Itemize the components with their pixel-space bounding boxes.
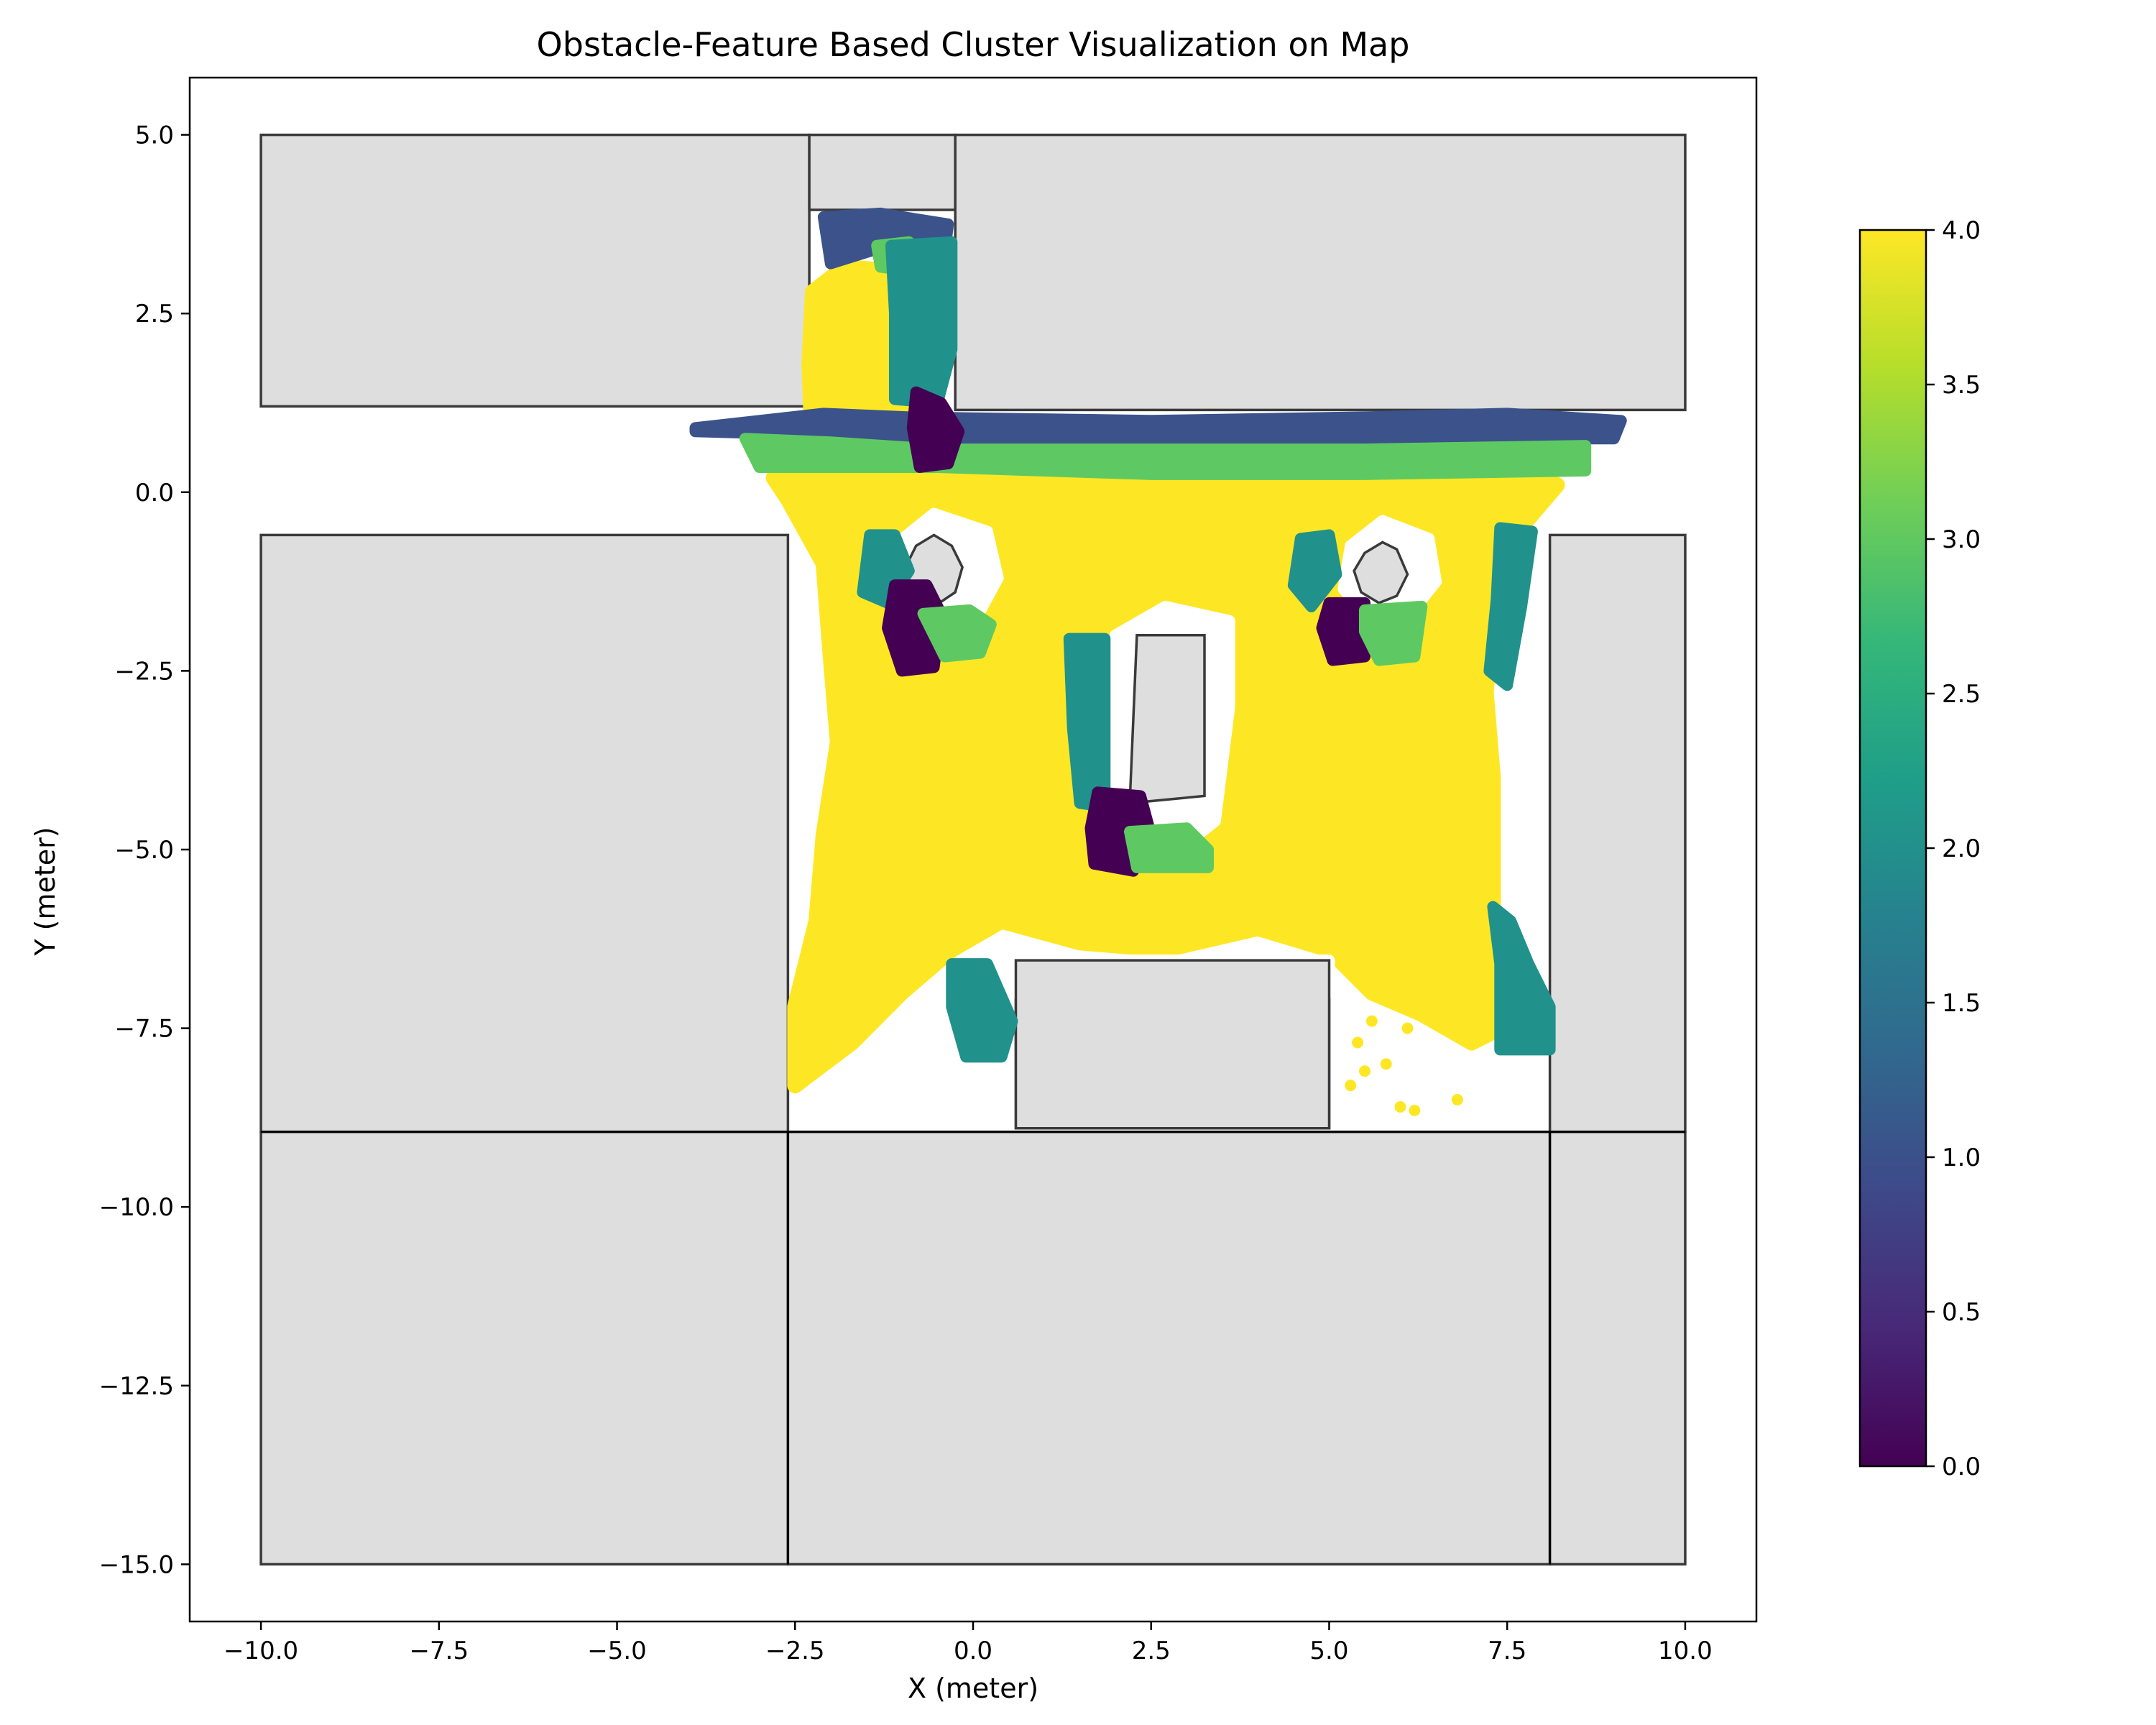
- x-tick-label: 7.5: [1488, 1637, 1526, 1665]
- cluster-patch: [946, 958, 1018, 1063]
- colorbar-tick-label: 0.0: [1942, 1453, 1981, 1481]
- y-tick-label: −15.0: [99, 1550, 174, 1579]
- obstacle-polygon: [259, 133, 811, 408]
- obstacle-polygon: [954, 133, 1687, 412]
- obstacle-polygon: [259, 1131, 790, 1566]
- x-tick-label: −5.0: [587, 1637, 647, 1665]
- obstacle-polygon: [259, 533, 790, 1133]
- x-axis-label: X (meter): [908, 1673, 1038, 1704]
- cluster-patch: [1063, 632, 1111, 813]
- y-tick-label: −5.0: [114, 836, 174, 865]
- y-axis-label: Y (meter): [29, 827, 61, 956]
- obstacle-polygon: [1353, 540, 1409, 604]
- cluster-point: [1409, 1104, 1421, 1116]
- cluster-patch: [1483, 522, 1538, 691]
- cluster-patch: [1124, 822, 1214, 873]
- cluster-patch: [917, 604, 997, 663]
- obstacle-polygon: [1548, 1131, 1687, 1566]
- obstacle-polygon: [1128, 633, 1206, 805]
- y-tick-label: 2.5: [135, 300, 174, 328]
- cluster-patch: [1287, 529, 1342, 612]
- x-tick-label: 5.0: [1309, 1637, 1348, 1665]
- colorbar-tick-label: 2.5: [1942, 680, 1981, 709]
- cluster-point: [1380, 1058, 1392, 1070]
- y-tick-label: 5.0: [135, 121, 174, 150]
- obstacle-polygon: [786, 1131, 1552, 1566]
- cluster-patch: [1359, 600, 1428, 666]
- colorbar: 4.0 3.5 3.0 2.5 2.0 1.5 1.0 0.5 0.0: [1858, 216, 1981, 1481]
- y-tick-label: −7.5: [114, 1015, 174, 1044]
- colorbar-tick-label: 1.5: [1942, 989, 1981, 1018]
- y-tick-label: −12.5: [99, 1372, 174, 1401]
- x-tick-label: 0.0: [954, 1637, 992, 1665]
- colorbar-gradient: [1860, 230, 1926, 1466]
- colorbar-tick-label: 0.5: [1942, 1298, 1981, 1327]
- cluster-point: [1401, 1022, 1414, 1034]
- chart-title: Obstacle-Feature Based Cluster Visualiza…: [537, 25, 1410, 64]
- plot-area: −10.0 −7.5 −5.0 −2.5 0.0 2.5 5.0 7.5 10.0 5.0 2.5 0…: [99, 76, 1758, 1665]
- colorbar-tick-label: 2.0: [1942, 834, 1981, 863]
- x-tick-label: −2.5: [765, 1637, 825, 1665]
- cluster-point: [1345, 1080, 1357, 1092]
- x-tick-label: −7.5: [410, 1637, 469, 1665]
- cluster-patch: [1487, 901, 1556, 1056]
- colorbar-tick-label: 3.0: [1942, 525, 1981, 554]
- cluster-point: [1394, 1101, 1406, 1113]
- obstacle-polygon: [1548, 533, 1687, 1133]
- cluster-point: [1359, 1065, 1370, 1077]
- cluster-patch: [1316, 597, 1370, 666]
- x-tick-label: −10.0: [224, 1637, 298, 1665]
- x-tick-label: 2.5: [1132, 1637, 1171, 1665]
- colorbar-tick-label: 3.5: [1942, 371, 1981, 400]
- cluster-point: [1365, 1015, 1378, 1027]
- y-tick-label: −10.0: [99, 1193, 174, 1222]
- cluster-patch: [882, 579, 947, 677]
- colorbar-tick-label: 1.0: [1942, 1144, 1981, 1172]
- cluster-patch: [885, 236, 958, 409]
- obstacle-polygon: [1014, 959, 1331, 1130]
- colorbar-tick-label: 4.0: [1942, 216, 1981, 245]
- x-tick-label: 10.0: [1658, 1637, 1713, 1665]
- cluster-patch: [739, 433, 1592, 480]
- cluster-point: [1451, 1094, 1463, 1106]
- y-tick-label: −2.5: [114, 657, 174, 686]
- cluster-point: [1416, 1008, 1428, 1020]
- obstacle-polygon: [808, 133, 957, 211]
- cluster-patch: [906, 386, 965, 473]
- cluster-point: [1352, 1036, 1364, 1049]
- y-tick-label: 0.0: [135, 479, 174, 507]
